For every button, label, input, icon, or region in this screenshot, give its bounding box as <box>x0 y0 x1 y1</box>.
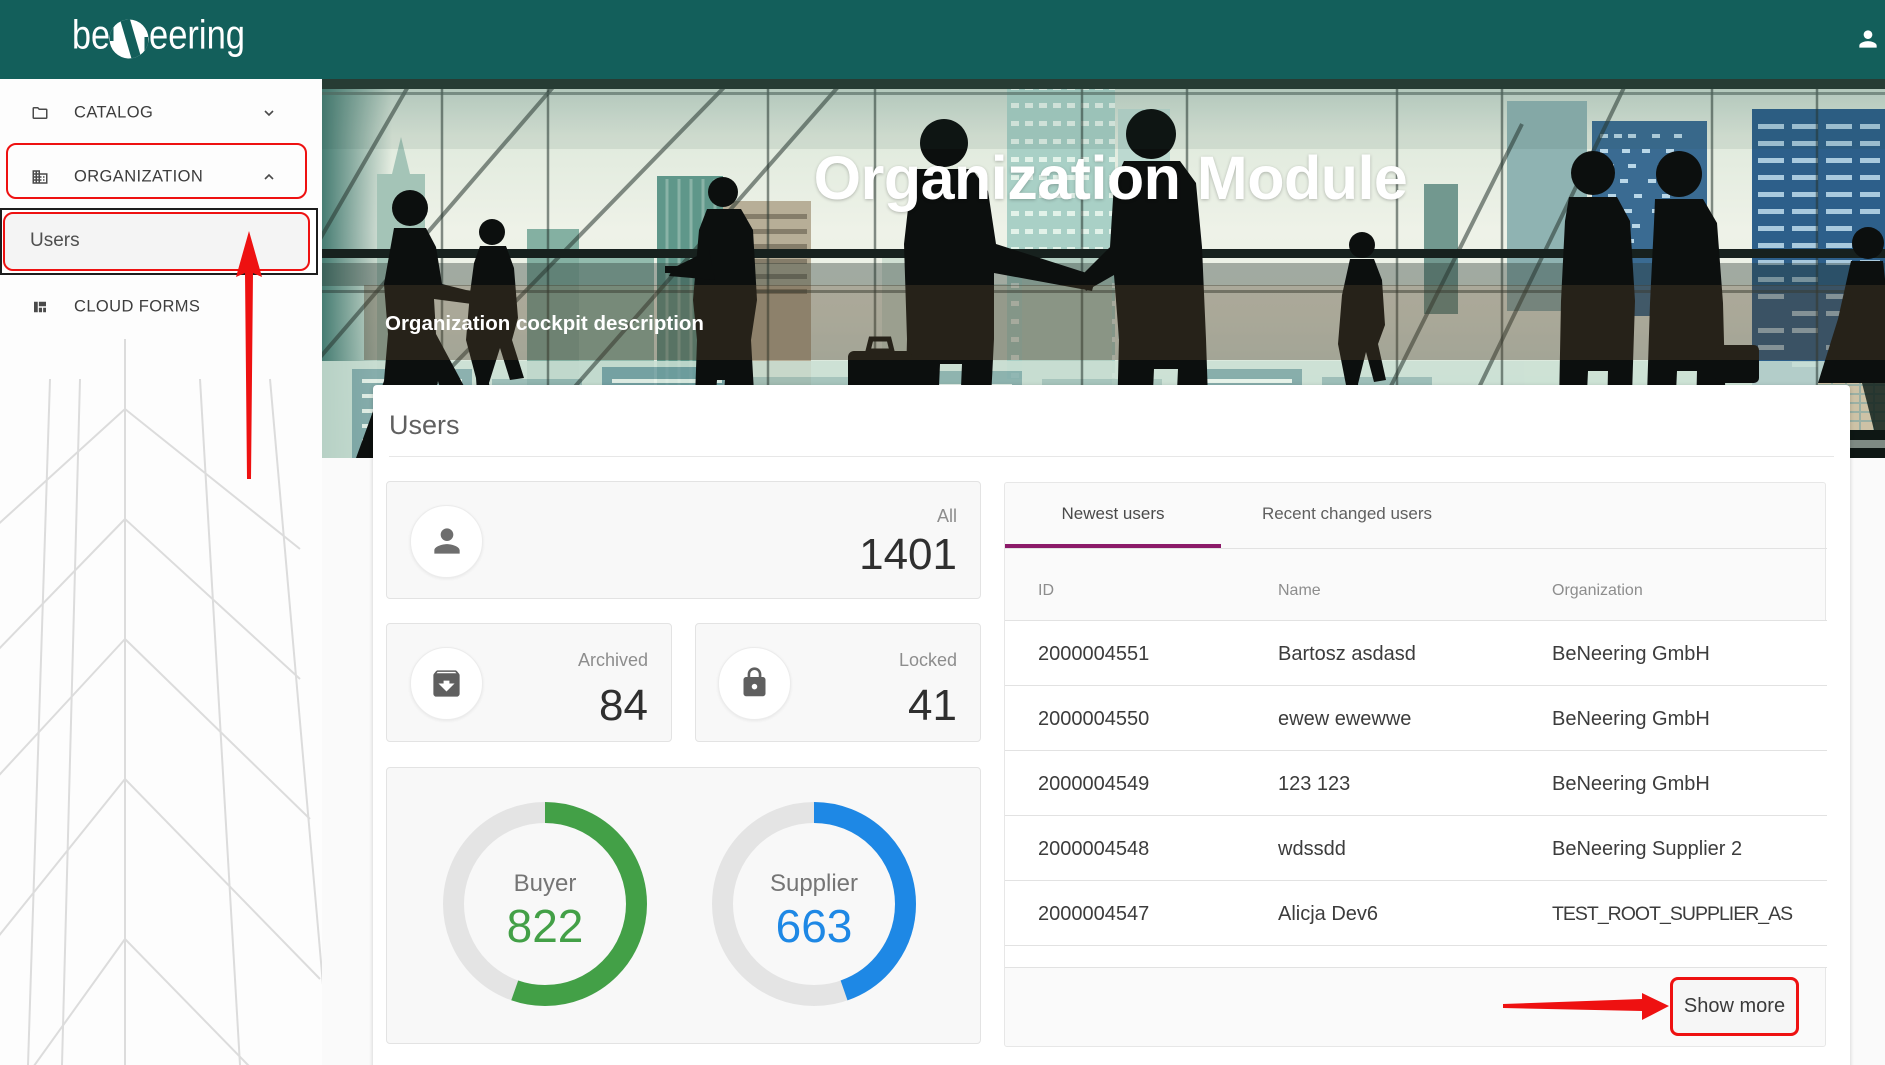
svg-text:eering: eering <box>149 12 245 58</box>
svg-text:be: be <box>72 12 110 58</box>
